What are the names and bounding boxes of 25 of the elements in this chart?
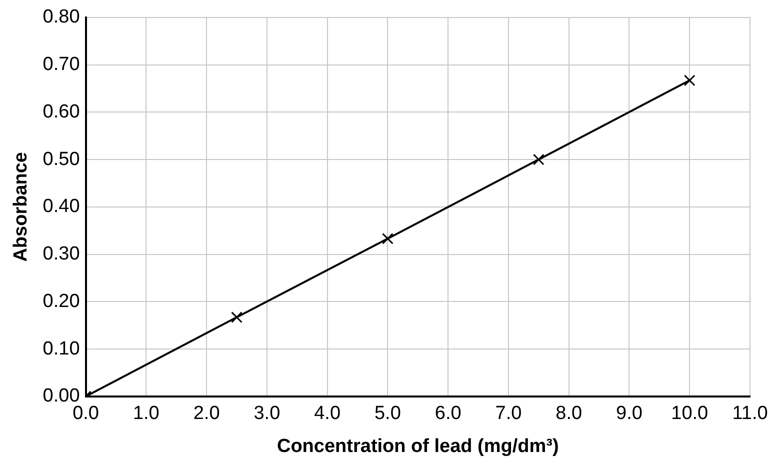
x-tick-label: 2.0	[193, 403, 220, 424]
x-tick-label: 5.0	[374, 403, 401, 424]
y-tick-label: 0.50	[42, 148, 80, 170]
x-tick-label: 4.0	[314, 403, 341, 424]
point	[382, 232, 394, 244]
point	[231, 312, 242, 323]
y-tick-label: 0.40	[42, 196, 80, 218]
point	[684, 74, 696, 86]
x-tick-label: 10.0	[671, 403, 708, 424]
x-tick-label: 7.0	[495, 403, 522, 424]
x-axis-title: Concentration of lead (mg/dm³)	[276, 436, 559, 457]
y-tick-label: 0.80	[42, 6, 80, 28]
x-tick-label: 1.0	[132, 403, 160, 424]
point	[532, 154, 544, 166]
x-tick-label: 9.0	[616, 403, 642, 424]
x-tick-label: 6.0	[434, 403, 462, 424]
y-tick-label: 0.60	[42, 101, 80, 122]
y-axis-title: Absorbance	[10, 152, 32, 262]
x-tick-label: 11.0	[732, 403, 768, 424]
x-tick-label: 3.0	[254, 403, 280, 424]
x-tick-label: 8.0	[556, 403, 582, 424]
y-tick-label: 0.30	[42, 244, 80, 265]
y-tick-label: 0.10	[42, 338, 80, 360]
y-tick-label: 0.70	[42, 54, 80, 76]
y-tick-label: 0.20	[42, 290, 80, 312]
